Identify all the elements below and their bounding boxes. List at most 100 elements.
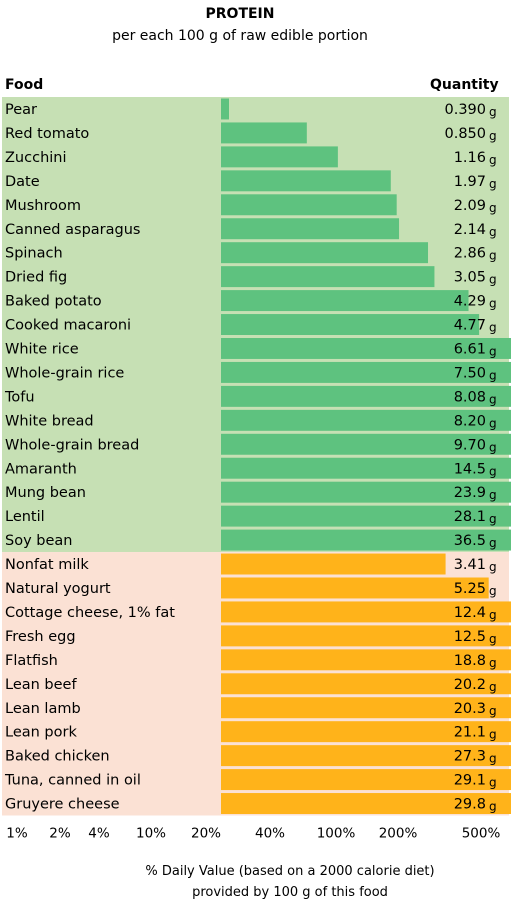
quantity-column-header: Quantity <box>430 77 499 93</box>
chart-subtitle: per each 100 g of raw edible portion <box>112 28 368 44</box>
quantity-value-fresh-egg: 12.5 <box>454 629 486 645</box>
food-label-lean-pork: Lean pork <box>5 725 77 741</box>
food-label-red-tomato: Red tomato <box>5 126 89 142</box>
bar-nonfat-milk <box>221 553 446 575</box>
x-tick-label: 4% <box>88 826 110 842</box>
quantity-value-cottage-cheese-1-fat: 12.4 <box>454 605 486 621</box>
food-label-white-rice: White rice <box>5 342 79 358</box>
food-label-mushroom: Mushroom <box>5 198 81 214</box>
bar-baked-chicken <box>221 745 511 767</box>
quantity-unit: g <box>489 536 497 550</box>
quantity-unit: g <box>489 800 497 814</box>
quantity-value-tuna-canned-in-oil: 29.1 <box>454 773 486 789</box>
quantity-unit: g <box>489 201 497 215</box>
quantity-unit: g <box>489 752 497 766</box>
quantity-value-date: 1.97 <box>454 174 486 190</box>
bar-whole-grain-rice <box>221 361 511 383</box>
quantity-unit: g <box>489 464 497 478</box>
x-tick-label: 2% <box>49 826 71 842</box>
x-tick-label: 40% <box>255 826 285 842</box>
quantity-value-zucchini: 1.16 <box>454 150 486 166</box>
quantity-unit: g <box>489 105 497 119</box>
quantity-value-lean-beef: 20.2 <box>454 677 486 693</box>
bar-pear <box>221 98 229 120</box>
bar-canned-asparagus <box>221 218 400 240</box>
bar-whole-grain-bread <box>221 433 511 455</box>
x-axis-label-line2: provided by 100 g of this food <box>192 885 388 900</box>
bar-mung-bean <box>221 481 511 503</box>
quantity-value-white-bread: 8.20 <box>454 413 486 429</box>
food-label-canned-asparagus: Canned asparagus <box>5 222 140 238</box>
quantity-unit: g <box>489 440 497 454</box>
quantity-value-mung-bean: 23.9 <box>454 485 486 501</box>
quantity-unit: g <box>489 728 497 742</box>
food-label-spinach: Spinach <box>5 246 63 262</box>
bar-gruyere-cheese <box>221 793 511 814</box>
quantity-unit: g <box>489 129 497 143</box>
food-label-dried-fig: Dried fig <box>5 270 67 286</box>
quantity-unit: g <box>489 153 497 167</box>
quantity-unit: g <box>489 584 497 598</box>
quantity-unit: g <box>489 608 497 622</box>
bar-cooked-macaroni <box>221 314 480 335</box>
quantity-value-baked-chicken: 27.3 <box>454 749 486 765</box>
quantity-unit: g <box>489 680 497 694</box>
quantity-unit: g <box>489 177 497 191</box>
quantity-value-lean-pork: 21.1 <box>454 725 486 741</box>
bar-soy-bean <box>221 529 511 551</box>
quantity-value-baked-potato: 4.29 <box>454 294 486 310</box>
quantity-value-tofu: 8.08 <box>454 389 486 405</box>
quantity-value-flatfish: 18.8 <box>454 653 486 669</box>
food-label-mung-bean: Mung bean <box>5 485 86 501</box>
quantity-value-whole-grain-rice: 7.50 <box>454 365 486 381</box>
quantity-value-soy-bean: 36.5 <box>454 533 486 549</box>
quantity-unit: g <box>489 321 497 335</box>
quantity-value-pear: 0.390 <box>444 102 486 118</box>
x-tick-label: 20% <box>191 826 221 842</box>
quantity-unit: g <box>489 632 497 646</box>
x-tick-label: 100% <box>317 826 356 842</box>
food-label-lentil: Lentil <box>5 509 45 525</box>
quantity-value-lentil: 28.1 <box>454 509 486 525</box>
food-label-natural-yogurt: Natural yogurt <box>5 581 111 597</box>
quantity-value-mushroom: 2.09 <box>454 198 486 214</box>
quantity-unit: g <box>489 656 497 670</box>
quantity-value-lean-lamb: 20.3 <box>454 701 486 717</box>
bar-dried-fig <box>221 266 435 288</box>
x-tick-label: 200% <box>379 826 418 842</box>
bar-mushroom <box>221 194 397 216</box>
quantity-value-gruyere-cheese: 29.8 <box>454 797 486 813</box>
quantity-unit: g <box>489 225 497 239</box>
bar-amaranth <box>221 457 511 479</box>
quantity-unit: g <box>489 512 497 526</box>
chart-title: PROTEIN <box>205 6 275 22</box>
bar-tuna-canned-in-oil <box>221 769 511 791</box>
food-label-gruyere-cheese: Gruyere cheese <box>5 797 120 813</box>
x-tick-label: 10% <box>136 826 166 842</box>
bar-cottage-cheese-1-fat <box>221 601 511 623</box>
food-label-soy-bean: Soy bean <box>5 533 72 549</box>
quantity-unit: g <box>489 273 497 287</box>
quantity-unit: g <box>489 416 497 430</box>
quantity-unit: g <box>489 488 497 502</box>
food-label-baked-chicken: Baked chicken <box>5 749 110 765</box>
food-label-nonfat-milk: Nonfat milk <box>5 557 89 573</box>
food-label-date: Date <box>5 174 40 190</box>
bar-baked-potato <box>221 290 469 312</box>
quantity-value-red-tomato: 0.850 <box>444 126 486 142</box>
quantity-value-natural-yogurt: 5.25 <box>454 581 486 597</box>
bar-spinach <box>221 242 429 264</box>
bar-natural-yogurt <box>221 577 489 599</box>
quantity-value-white-rice: 6.61 <box>454 342 486 358</box>
bar-lean-pork <box>221 721 511 743</box>
quantity-unit: g <box>489 392 497 406</box>
bar-fresh-egg <box>221 625 511 647</box>
quantity-value-amaranth: 14.5 <box>454 461 486 477</box>
bar-white-rice <box>221 338 511 359</box>
quantity-value-spinach: 2.86 <box>454 246 486 262</box>
food-label-pear: Pear <box>5 102 37 118</box>
quantity-unit: g <box>489 345 497 359</box>
quantity-value-cooked-macaroni: 4.77 <box>454 318 486 334</box>
quantity-unit: g <box>489 560 497 574</box>
